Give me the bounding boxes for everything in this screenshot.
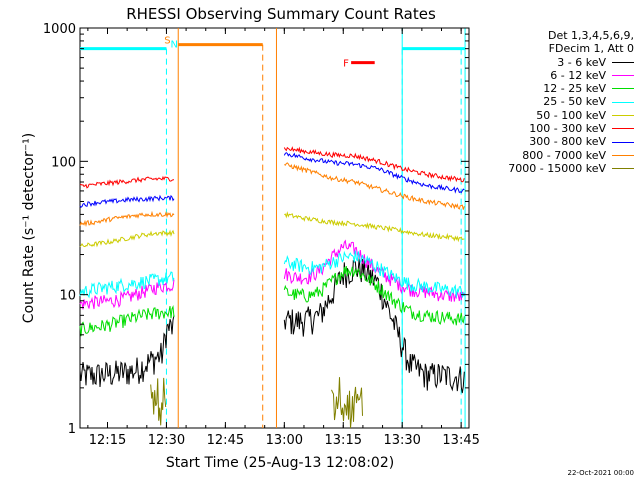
axes: 12:15 12:30 12:45 13:00 13:15 13:30 13:45 1 10 10… [43, 22, 480, 448]
legend-swatch [612, 114, 634, 116]
series-layer [79, 146, 465, 429]
x-tick-label: 13:30 [383, 433, 420, 448]
series-line [79, 229, 175, 248]
x-tick-label: 13:00 [266, 433, 303, 448]
series-line [79, 194, 175, 208]
legend-label: 12 - 25 keV [543, 82, 606, 96]
series-line [283, 257, 465, 394]
chart-title: RHESSI Observing Summary Count Rates [126, 5, 436, 23]
generation-date: 22-Oct-2021 00:00 [567, 469, 634, 477]
series-line [79, 315, 175, 388]
legend-header-2: FDecim 1, Att 0 [548, 42, 634, 56]
legend-label: 7000 - 15000 keV [508, 161, 606, 175]
series-line [79, 271, 175, 299]
series-line [150, 377, 167, 426]
plot-frame [79, 27, 470, 429]
flare-letter: F [343, 59, 349, 70]
legend-item: 25 - 50 keV [484, 95, 634, 108]
legend-header-1: Det 1,3,4,5,6,9, [547, 29, 634, 42]
legend-item: 100 - 300 keV [484, 122, 634, 135]
series-line [283, 146, 465, 183]
legend-label: 3 - 6 keV [557, 55, 606, 69]
state-markers: NS F [80, 36, 466, 428]
series-line [331, 377, 363, 429]
legend-label: 100 - 300 keV [529, 122, 606, 136]
series-line [284, 211, 465, 243]
legend-swatch [612, 128, 634, 130]
legend-swatch [612, 141, 634, 143]
legend-item: 12 - 25 keV [484, 82, 634, 95]
legend-label: 800 - 7000 keV [522, 148, 606, 162]
legend-swatch [612, 168, 634, 170]
series-line [79, 304, 175, 337]
legend-label: 50 - 100 keV [536, 108, 606, 122]
x-tick-label: 12:30 [148, 433, 185, 448]
series-line [284, 162, 465, 210]
x-axis-label: Start Time (25-Aug-13 12:08:02) [166, 455, 394, 471]
legend-swatch [612, 101, 634, 103]
legend: Det 1,3,4,5,6,9, FDecim 1, Att 0 3 - 6 k… [484, 29, 634, 175]
legend-label: 25 - 50 keV [543, 95, 606, 109]
legend-item: 3 - 6 keV [484, 56, 634, 69]
series-line [79, 210, 175, 227]
series-line [79, 279, 175, 310]
y-tick-label: 1000 [43, 22, 76, 37]
x-tick-label: 13:45 [442, 433, 479, 448]
y-tick-label: 10 [59, 289, 76, 304]
legend-swatch [612, 88, 634, 90]
x-tick-label: 13:15 [325, 433, 362, 448]
legend-item: 300 - 800 keV [484, 135, 634, 148]
legend-swatch [612, 75, 634, 77]
x-tick-label: 12:15 [89, 433, 126, 448]
series-line [79, 175, 174, 189]
y-tick-label: 100 [51, 155, 76, 170]
legend-item: 6 - 12 keV [484, 69, 634, 82]
legend-item: 7000 - 15000 keV [484, 162, 634, 175]
legend-swatch [612, 61, 634, 63]
legend-label: 300 - 800 keV [529, 135, 606, 149]
night-letter: N [170, 40, 177, 51]
y-tick-label: 1 [68, 422, 76, 437]
series-line [283, 152, 465, 194]
y-axis-label: Count Rate (s⁻¹ detector⁻¹) [21, 133, 37, 323]
series-line [283, 266, 465, 326]
legend-swatch [612, 154, 634, 156]
legend-label: 6 - 12 keV [550, 68, 606, 82]
series-line [283, 250, 465, 298]
x-tick-label: 12:45 [207, 433, 244, 448]
saa-letter: S [164, 36, 170, 47]
gap-lines [177, 28, 466, 428]
legend-item: 50 - 100 keV [484, 109, 634, 122]
legend-item: 800 - 7000 keV [484, 149, 634, 162]
